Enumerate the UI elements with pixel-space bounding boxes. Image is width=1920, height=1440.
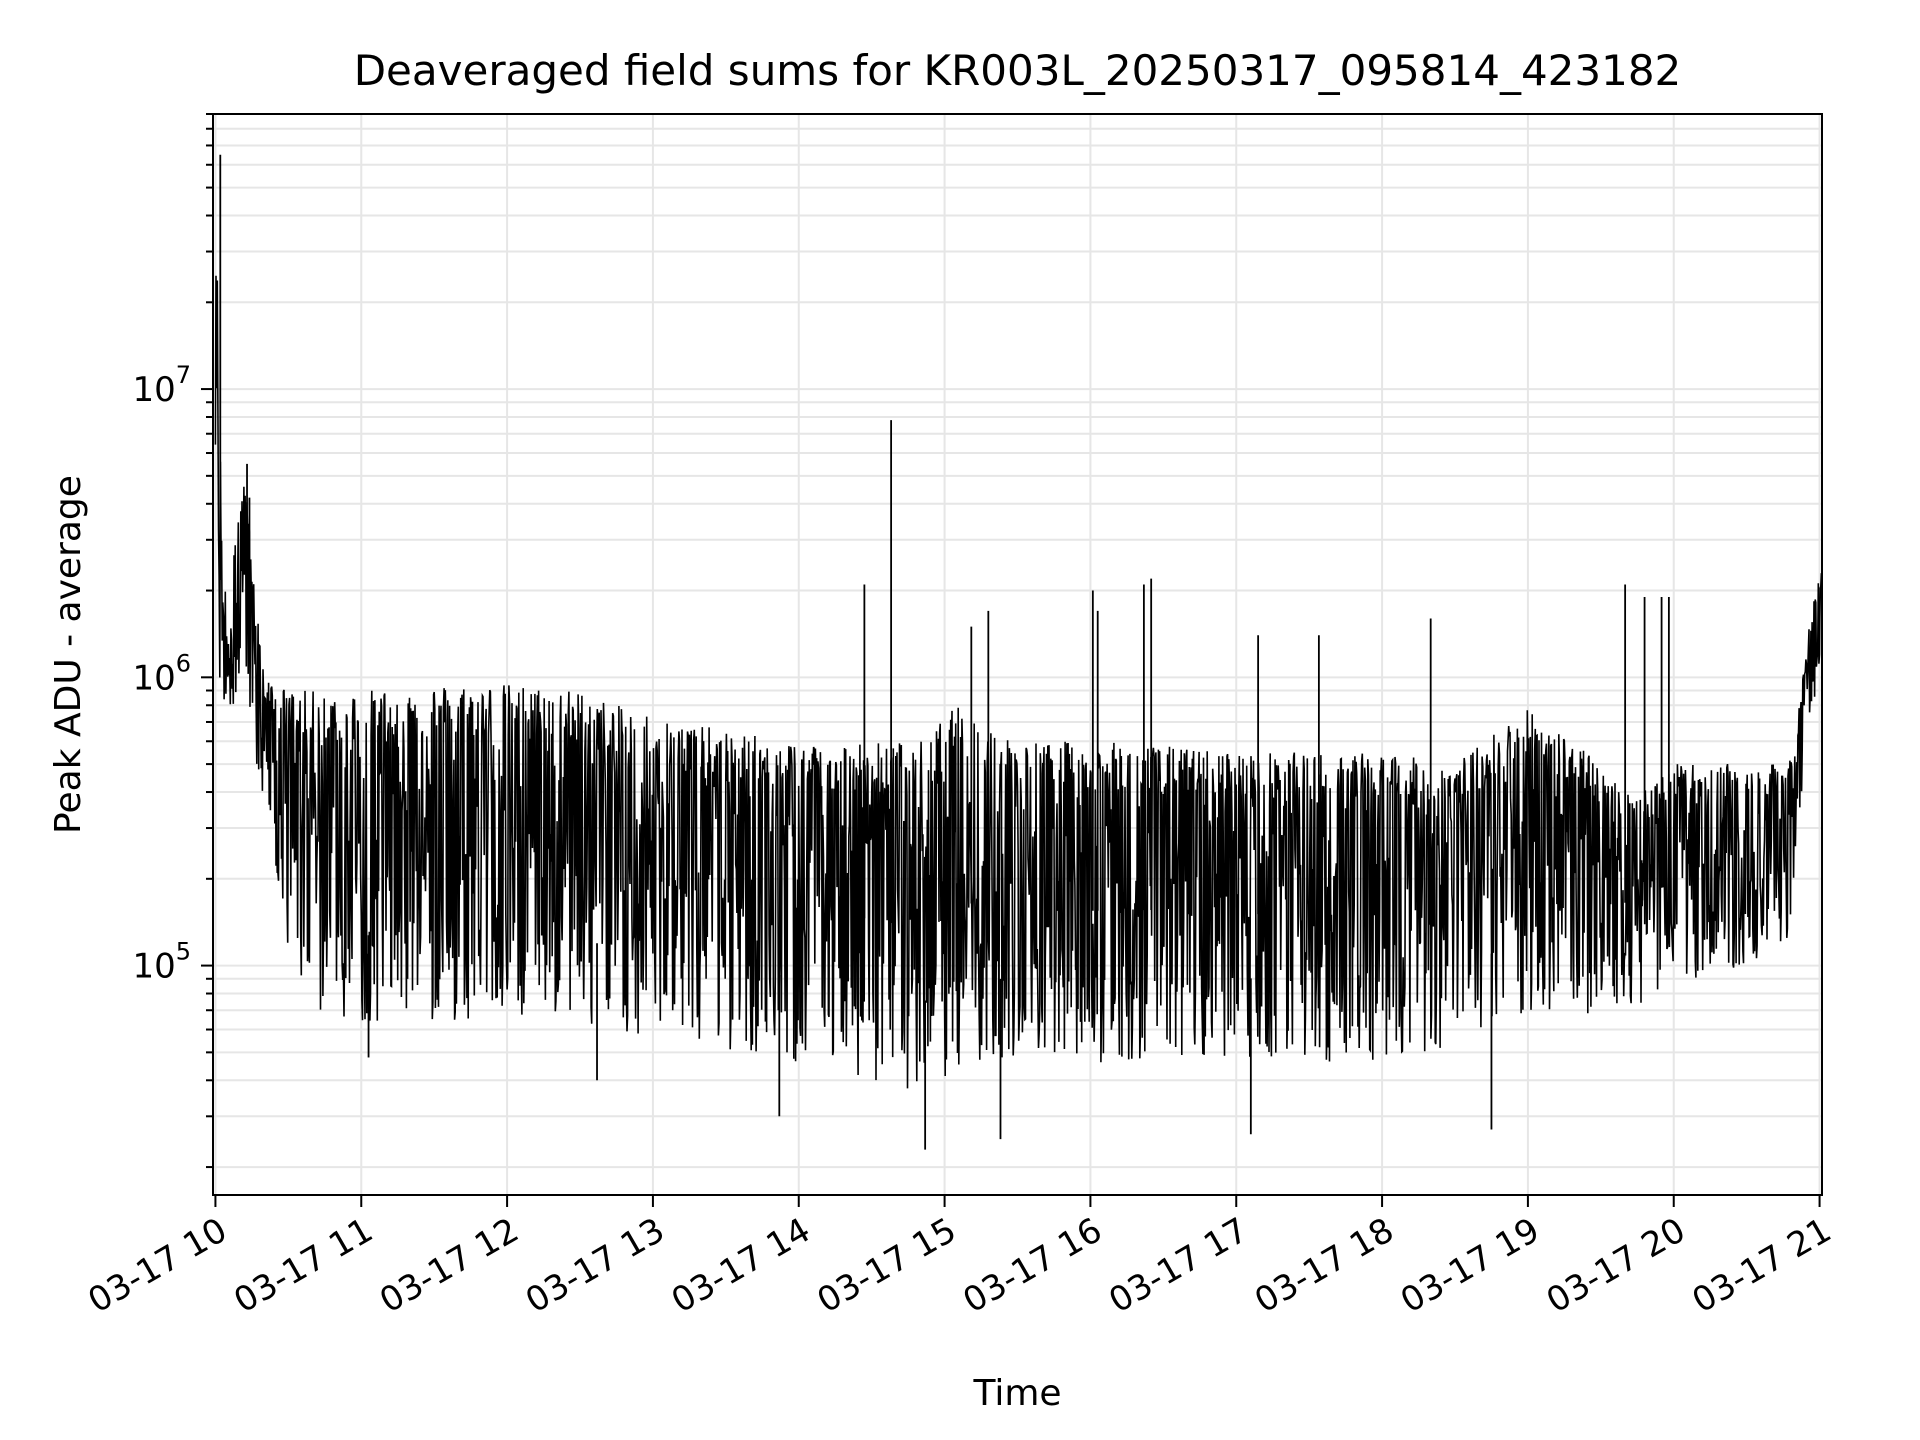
series-line bbox=[214, 275, 1823, 1089]
chart-title: Deaveraged field sums for KR003L_2025031… bbox=[354, 46, 1682, 95]
y-tick-label: 107 bbox=[132, 361, 191, 410]
data-layer bbox=[214, 154, 1823, 1150]
x-axis-label: Time bbox=[972, 1373, 1061, 1414]
y-axis-label: Peak ADU - average bbox=[48, 475, 89, 834]
y-tick-label: 105 bbox=[132, 938, 191, 987]
y-tick-label: 106 bbox=[132, 649, 191, 698]
plot-frame bbox=[212, 113, 1823, 1196]
